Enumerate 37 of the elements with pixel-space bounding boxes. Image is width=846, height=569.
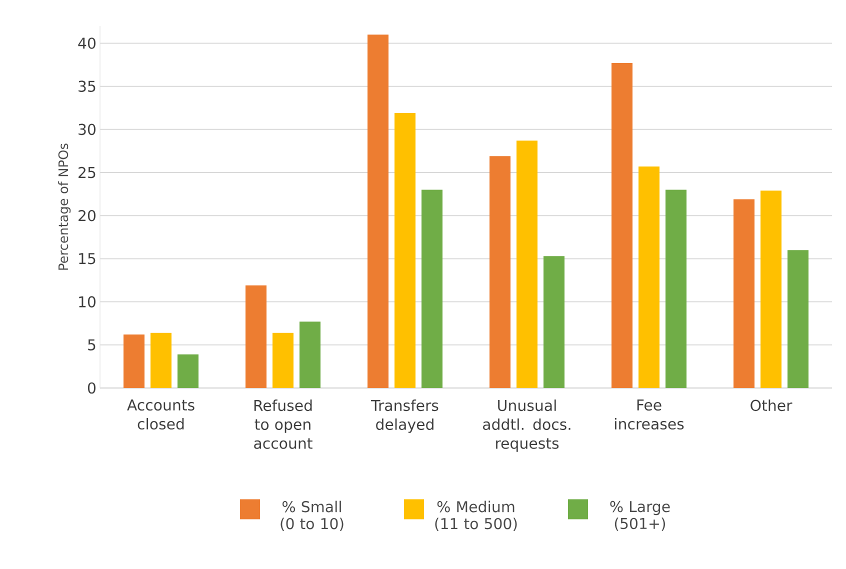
bar	[612, 63, 633, 388]
y-tick-label: 10	[79, 296, 96, 308]
y-axis-title: Percentage of NPOs	[58, 144, 71, 270]
bar	[150, 332, 172, 388]
bar	[394, 113, 416, 388]
bar	[124, 334, 145, 388]
bar	[422, 190, 443, 388]
x-tick-label: Refused to open account	[254, 400, 312, 449]
bar	[666, 190, 687, 388]
bar	[490, 156, 511, 388]
legend-label: % Small (0 to 10)	[280, 500, 344, 532]
x-tick-label: Fee increases	[615, 400, 684, 430]
x-tick-label: Transfers delayed	[371, 400, 438, 433]
bar	[788, 250, 809, 388]
bar	[246, 285, 267, 388]
bar	[178, 354, 199, 388]
x-tick-label: Other	[750, 400, 792, 412]
y-tick-label: 5	[88, 339, 96, 350]
y-tick-label: 25	[78, 166, 96, 178]
bar	[272, 332, 294, 388]
y-tick-label: 0	[88, 382, 96, 394]
bar	[368, 34, 389, 388]
y-tick-label: 30	[78, 124, 96, 136]
y-tick-label: 20	[78, 210, 96, 222]
bar	[734, 199, 755, 388]
y-tick-label: 40	[78, 38, 96, 49]
legend-label: % Medium (11 to 500)	[435, 500, 517, 532]
legend-label: % Large (501+)	[610, 500, 670, 531]
bar	[638, 166, 660, 388]
bar	[516, 140, 538, 388]
x-tick-label: Accounts closed	[127, 400, 194, 430]
bar	[544, 256, 565, 388]
bar	[300, 322, 321, 388]
bar	[760, 190, 782, 388]
y-tick-label: 35	[78, 80, 96, 92]
y-tick-label: 15	[79, 253, 96, 264]
x-tick-label: Unusual addtl. docs. requests	[483, 400, 570, 452]
